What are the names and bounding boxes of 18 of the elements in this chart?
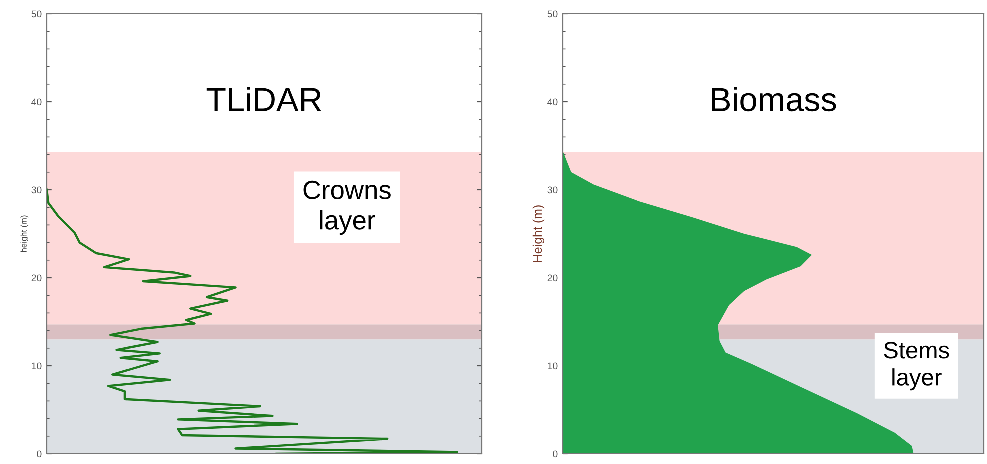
band-label: Crowns layer — [304, 180, 391, 236]
band-label: Stems layer — [884, 342, 950, 391]
y-tick-label: 50 — [32, 10, 42, 18]
y-tick-label: 0 — [37, 450, 42, 458]
y-tick-label: 20 — [32, 274, 42, 282]
y-axis-title: Height (m) — [532, 206, 545, 262]
y-tick-label: 50 — [548, 10, 558, 18]
y-axis-title: height (m) — [20, 216, 29, 252]
y-tick-label: 40 — [548, 98, 558, 106]
y-tick-label: 20 — [548, 274, 558, 282]
text: TLiDAR — [206, 87, 322, 112]
y-tick-label: 30 — [548, 186, 558, 194]
y-tick-label: 0 — [553, 450, 558, 458]
text: Biomass — [712, 87, 836, 112]
y-tick-label: 30 — [32, 186, 42, 194]
y-tick-label: 40 — [32, 98, 42, 106]
y-tick-label: 10 — [32, 362, 42, 370]
y-tick-label: 10 — [548, 362, 558, 370]
